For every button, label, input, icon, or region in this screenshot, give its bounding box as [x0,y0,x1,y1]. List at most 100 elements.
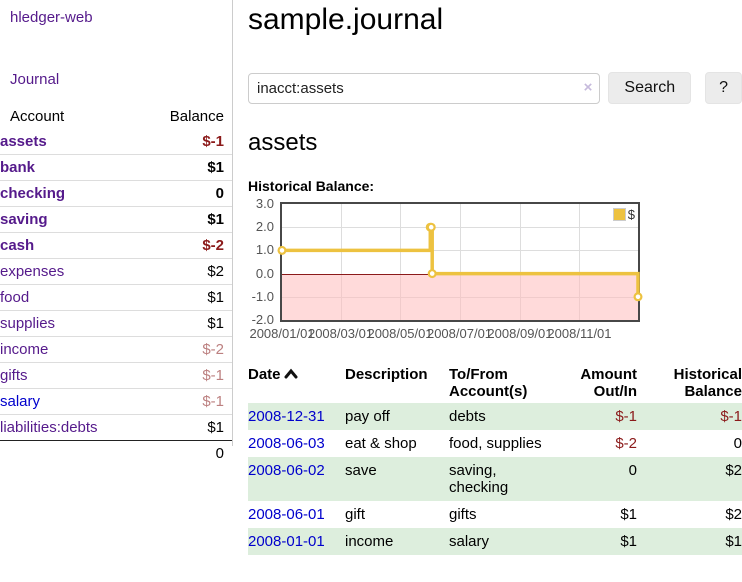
transaction-accounts: gifts [449,506,477,523]
register-row: 2008-06-03 eat & shop food, supplies $-2 0 [248,430,742,457]
gridline [459,204,461,320]
data-point-marker [277,245,287,255]
transaction-date-link[interactable]: 2008-06-02 [248,462,325,479]
data-point-marker [633,292,643,302]
legend-swatch-icon [612,208,626,221]
gridline [282,227,638,229]
account-row: supplies $1 [0,310,232,337]
register-header-date[interactable]: Date [248,363,345,403]
transaction-balance: $2 [725,506,742,523]
sidebar-account-link[interactable]: assets [0,133,47,150]
register-row: 2008-01-01 income salary $1 $1 [248,528,742,555]
account-name-cell: salary [0,388,142,415]
help-button[interactable]: ? [705,72,742,104]
register-header-accounts: To/From Account(s) [449,366,528,400]
x-axis-tick-label: 2008/09/01 [487,326,553,341]
search-input[interactable] [248,72,601,104]
gridline [579,204,581,320]
accounts-table: Account Balance assets $-1 bank $1 checking 0… [0,104,232,466]
account-row: food $1 [0,284,232,311]
account-name-cell: supplies [0,310,142,337]
y-axis-tick-label: 2.0 [255,219,274,235]
register-header-row: Date Description To/From Account(s) Amou… [248,363,742,403]
register-table: Date Description To/From Account(s) Amou… [248,363,742,555]
app-brand-link[interactable]: hledger-web [10,9,93,26]
sidebar-account-link[interactable]: food [0,289,30,306]
transaction-description: gift [345,506,366,523]
transaction-date-link[interactable]: 2008-01-01 [248,533,325,550]
transaction-accounts: saving, checking [449,462,509,496]
sidebar-account-link[interactable]: checking [0,185,66,202]
account-row: assets $-1 [0,129,232,155]
transaction-date-link[interactable]: 2008-06-01 [248,506,325,523]
transaction-date-cell: 2008-01-01 [248,528,345,555]
x-axis-tick-label: 2008/05/01 [367,326,433,341]
total-spacer [0,440,142,466]
series-line [277,222,643,302]
sidebar-item-journal[interactable]: Journal [10,71,60,88]
gridline [282,250,638,252]
accounts-header-account: Account [10,108,65,125]
transaction-amount: 0 [628,462,637,479]
account-name-cell: checking [0,180,142,207]
chart-plot-area: $ [277,202,643,322]
account-balance: $-2 [141,232,232,259]
account-name-cell: assets [0,129,142,155]
account-balance: $2 [141,258,232,285]
sidebar-account-link[interactable]: liabilities:debts [0,419,98,436]
account-row: expenses $2 [0,258,232,285]
transaction-amount: $1 [620,506,637,523]
account-name-cell: saving [0,206,142,233]
account-balance: $1 [141,154,232,181]
account-name-cell: income [0,336,142,363]
account-heading: assets [248,129,318,156]
account-balance: $1 [141,284,232,311]
sidebar-account-link[interactable]: income [0,341,49,358]
negative-region [282,273,638,320]
transaction-date-link[interactable]: 2008-06-03 [248,435,325,452]
account-balance: $-1 [141,362,232,389]
sidebar: hledger-web Journal Account Balance asse… [0,0,233,466]
transaction-date-cell: 2008-06-02 [248,457,345,501]
transaction-date-cell: 2008-06-01 [248,501,345,528]
sidebar-account-link[interactable]: gifts [0,367,28,384]
account-row: cash $-2 [0,232,232,259]
account-name-cell: cash [0,232,142,259]
account-name-cell: expenses [0,258,142,285]
sidebar-account-link[interactable]: supplies [0,315,56,332]
account-balance: $-2 [141,336,232,363]
transaction-accounts: food, supplies [449,435,542,452]
sidebar-account-link[interactable]: salary [0,393,41,410]
sidebar-account-link[interactable]: saving [0,211,48,228]
transaction-balance: $1 [725,533,742,550]
y-axis-tick-label: 1.0 [255,242,274,258]
y-axis-tick-label: 0.0 [255,265,274,281]
sidebar-account-link[interactable]: expenses [0,263,65,280]
clear-search-icon[interactable]: × [583,78,593,96]
account-row: bank $1 [0,154,232,181]
chart-legend: $ [612,207,635,222]
accounts-header-row: Account Balance [0,104,232,129]
account-name-cell: gifts [0,362,142,389]
account-name-cell: bank [0,154,142,181]
x-axis-tick-label: 2008/11/01 [547,326,612,341]
sort-up-icon [284,367,298,384]
account-balance: $1 [141,310,232,337]
transaction-balance: $2 [725,462,742,479]
y-axis-tick-label: -2.0 [251,312,274,327]
account-balance: 0 [141,180,232,207]
chart-title: Historical Balance: [248,178,375,194]
account-balance: $-1 [141,388,232,415]
x-axis-tick-label: 2008/07/01 [426,326,493,341]
transaction-description: eat & shop [345,435,417,452]
transaction-date-link[interactable]: 2008-12-31 [248,408,325,425]
register-header-amount: Amount Out/In [580,366,637,400]
chart-x-axis-labels: 2008/01/01 2008/03/01 2008/05/01 2008/07/01… [249,326,638,342]
sidebar-account-link[interactable]: bank [0,159,36,176]
register-header-date-label: Date [248,366,281,383]
search-button[interactable]: Search [608,72,692,104]
search-input-wrap: × [248,72,601,104]
historical-balance-chart: $ 2008/01/01 2008/03/01 2008/05/01 2008/07/… [248,196,668,344]
sidebar-account-link[interactable]: cash [0,237,35,254]
y-axis-tick-label: 3.0 [255,196,274,211]
